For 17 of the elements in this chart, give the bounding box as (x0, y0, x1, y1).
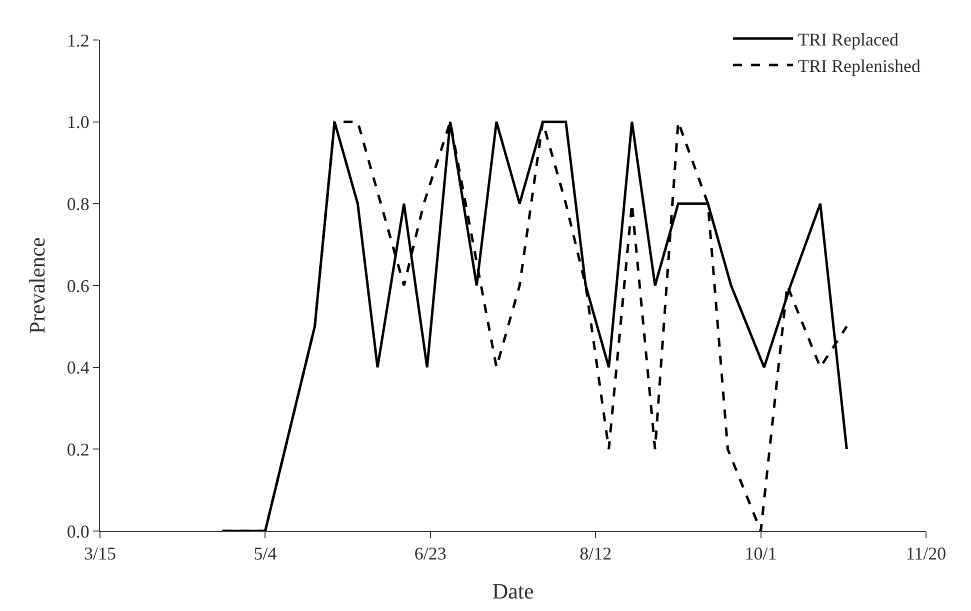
y-axis-title: Prevalence (24, 237, 50, 334)
x-tick-label: 10/1 (744, 544, 777, 564)
x-tick-label: 3/15 (84, 544, 116, 564)
legend-label: TRI Replenished (798, 56, 920, 76)
x-tick-label: 6/23 (414, 544, 446, 564)
x-tick-label: 11/20 (906, 544, 946, 564)
x-axis-title: Date (492, 578, 534, 604)
x-tick-label: 8/12 (580, 544, 612, 564)
y-tick-label: 0.6 (66, 276, 90, 296)
y-tick-label: 0.8 (66, 194, 90, 214)
x-tick-label: 5/4 (254, 544, 277, 564)
y-tick-label: 1.2 (66, 30, 90, 50)
y-tick-label: 0.4 (66, 358, 90, 378)
y-tick-label: 1.0 (66, 112, 90, 132)
y-tick-label: 0.2 (66, 439, 90, 460)
y-tick-label: 0.0 (66, 521, 90, 542)
legend-label: TRI Replaced (798, 30, 898, 50)
